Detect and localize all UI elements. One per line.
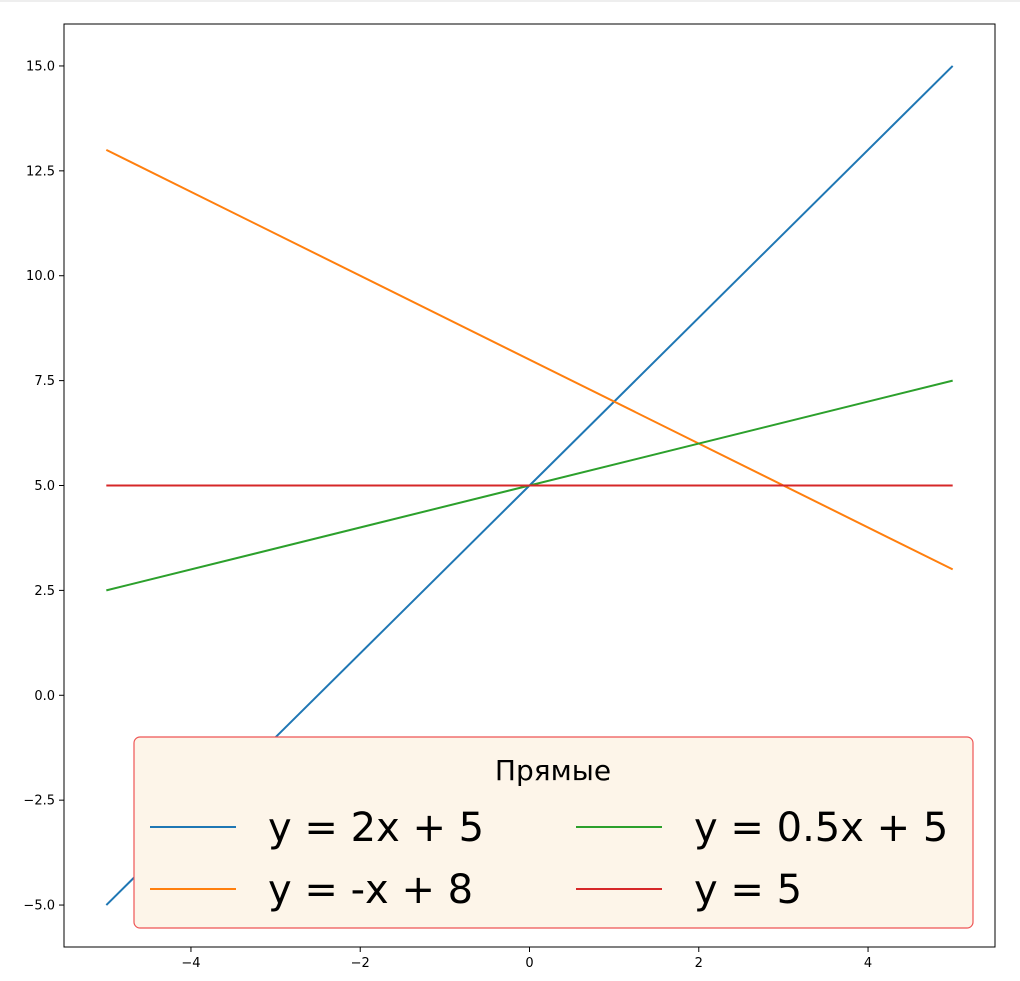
y-tick-label: 12.5 <box>26 164 55 179</box>
y-tick-label: 7.5 <box>34 374 55 389</box>
y-tick-label: −2.5 <box>23 794 55 809</box>
x-tick-label: 4 <box>864 956 872 971</box>
legend-label-3: y = 5 <box>694 867 802 913</box>
x-tick-label: 2 <box>695 956 703 971</box>
y-tick-label: 2.5 <box>34 584 55 599</box>
legend-title: Прямые <box>495 754 611 787</box>
legend-label-1: y = -x + 8 <box>268 867 473 913</box>
x-tick-label: −2 <box>351 956 370 971</box>
x-tick-label: −4 <box>181 956 200 971</box>
y-tick-label: 5.0 <box>34 479 55 494</box>
x-tick-label: 0 <box>525 956 533 971</box>
legend: Прямые y = 2x + 5y = -x + 8y = 0.5x + 5y… <box>133 736 974 929</box>
legend-box <box>133 736 974 929</box>
y-tick-label: 15.0 <box>26 59 55 74</box>
y-tick-label: −5.0 <box>23 899 55 914</box>
legend-label-2: y = 0.5x + 5 <box>694 805 948 851</box>
series-line-1 <box>105 148 954 571</box>
y-axis-ticks: −5.0 −2.5 0.0 2.5 5.0 7.5 10.0 12.5 15.0 <box>23 59 64 914</box>
x-axis-ticks: −4 −2 0 2 4 <box>181 947 872 971</box>
y-tick-label: 10.0 <box>26 269 55 284</box>
legend-label-0: y = 2x + 5 <box>268 805 484 851</box>
y-tick-label: 0.0 <box>34 689 55 704</box>
legend-entries: y = 2x + 5 y = -x + 8 y = 0.5x + 5 y = 5 <box>150 805 948 913</box>
top-strip <box>0 0 1020 2</box>
